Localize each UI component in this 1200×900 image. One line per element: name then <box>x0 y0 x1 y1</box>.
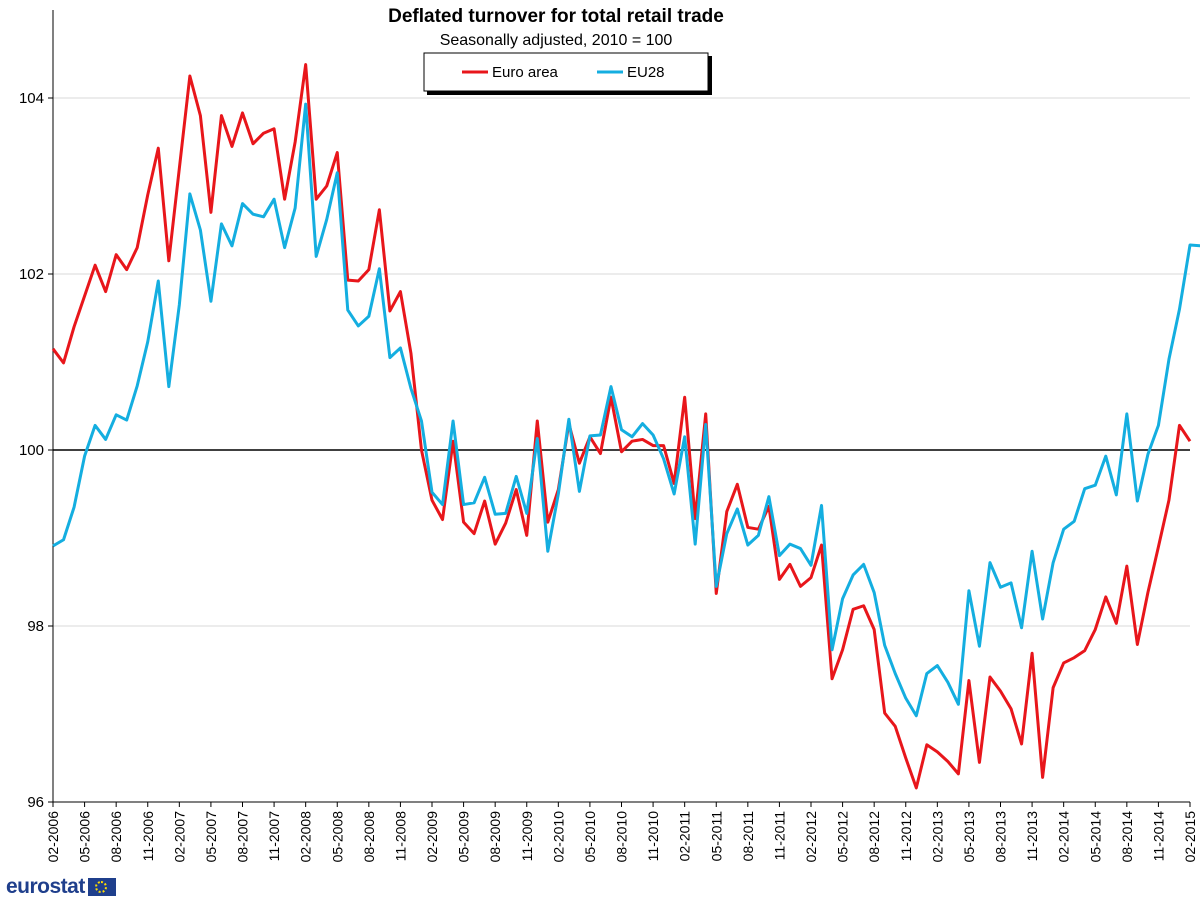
x-tick-label: 05-2013 <box>961 811 977 863</box>
x-tick-label: 05-2006 <box>77 811 93 863</box>
x-tick-label: 08-2013 <box>993 811 1009 863</box>
x-tick-label: 11-2008 <box>392 811 408 862</box>
x-tick-label: 11-2013 <box>1024 811 1040 862</box>
series-line-eu28 <box>52 102 1200 718</box>
x-tick-label: 08-2012 <box>866 811 882 863</box>
x-tick-label: 05-2011 <box>708 811 724 862</box>
legend-label: EU28 <box>627 64 665 81</box>
x-tick-label: 02-2015 <box>1182 811 1198 863</box>
x-tick-label: 02-2007 <box>171 811 187 863</box>
x-tick-label: 08-2009 <box>487 811 503 863</box>
x-tick-label: 02-2014 <box>1056 811 1072 863</box>
x-tick-label: 08-2010 <box>614 811 630 863</box>
x-tick-label: 05-2014 <box>1087 811 1103 863</box>
legend: Euro area EU28 <box>423 52 712 95</box>
x-tick-label: 11-2011 <box>771 811 787 861</box>
x-tick-label: 08-2008 <box>361 811 377 863</box>
x-tick-label: 11-2009 <box>519 811 535 862</box>
x-tick-label: 02-2009 <box>424 811 440 863</box>
x-tick-labels: 02-2006 05-2006 08-2006 11-2006 02-2007 05-20… <box>45 811 1198 863</box>
x-tick-label: 11-2010 <box>645 811 661 862</box>
x-tick-label: 11-2006 <box>140 811 156 862</box>
x-tick-label: 11-2007 <box>266 811 282 862</box>
y-tick-label: 100 <box>19 442 44 459</box>
chart-title: Deflated turnover for total retail trade <box>388 6 724 27</box>
x-tick-label: 11-2014 <box>1150 811 1166 862</box>
series-lines <box>51 63 1200 790</box>
x-tick-label: 02-2008 <box>298 811 314 863</box>
x-tick-label: 05-2010 <box>582 811 598 863</box>
x-tick-label: 02-2010 <box>550 811 566 863</box>
y-tick-label: 102 <box>19 266 44 283</box>
x-tick-label: 08-2011 <box>740 811 756 862</box>
y-tick-label: 104 <box>19 90 44 107</box>
x-tick-label: 05-2009 <box>456 811 472 863</box>
x-tick-label: 02-2013 <box>929 811 945 863</box>
series-line-euro-area <box>51 63 1192 790</box>
eurostat-logo: eurostat <box>6 875 116 898</box>
y-tick-labels: 96 98 100 102 104 <box>19 90 44 811</box>
chart-subtitle: Seasonally adjusted, 2010 = 100 <box>440 32 673 49</box>
x-tick-label: 05-2007 <box>203 811 219 863</box>
legend-label: Euro area <box>492 64 559 81</box>
x-tick-label: 11-2012 <box>898 811 914 862</box>
x-tick-label: 08-2014 <box>1119 811 1135 863</box>
brand-name: eurostat <box>6 875 85 898</box>
x-tick-label: 02-2011 <box>677 811 693 862</box>
eu-flag-icon <box>87 878 116 896</box>
y-tick-label: 96 <box>27 794 44 811</box>
x-tick-label: 02-2012 <box>803 811 819 863</box>
x-tick-label: 05-2012 <box>835 811 851 863</box>
x-tick-label: 08-2007 <box>235 811 251 863</box>
y-tick-label: 98 <box>27 618 44 635</box>
x-tick-label: 02-2006 <box>45 811 61 863</box>
x-tick-label: 08-2006 <box>108 811 124 863</box>
axes <box>48 10 1191 807</box>
x-tick-label: 05-2008 <box>329 811 345 863</box>
